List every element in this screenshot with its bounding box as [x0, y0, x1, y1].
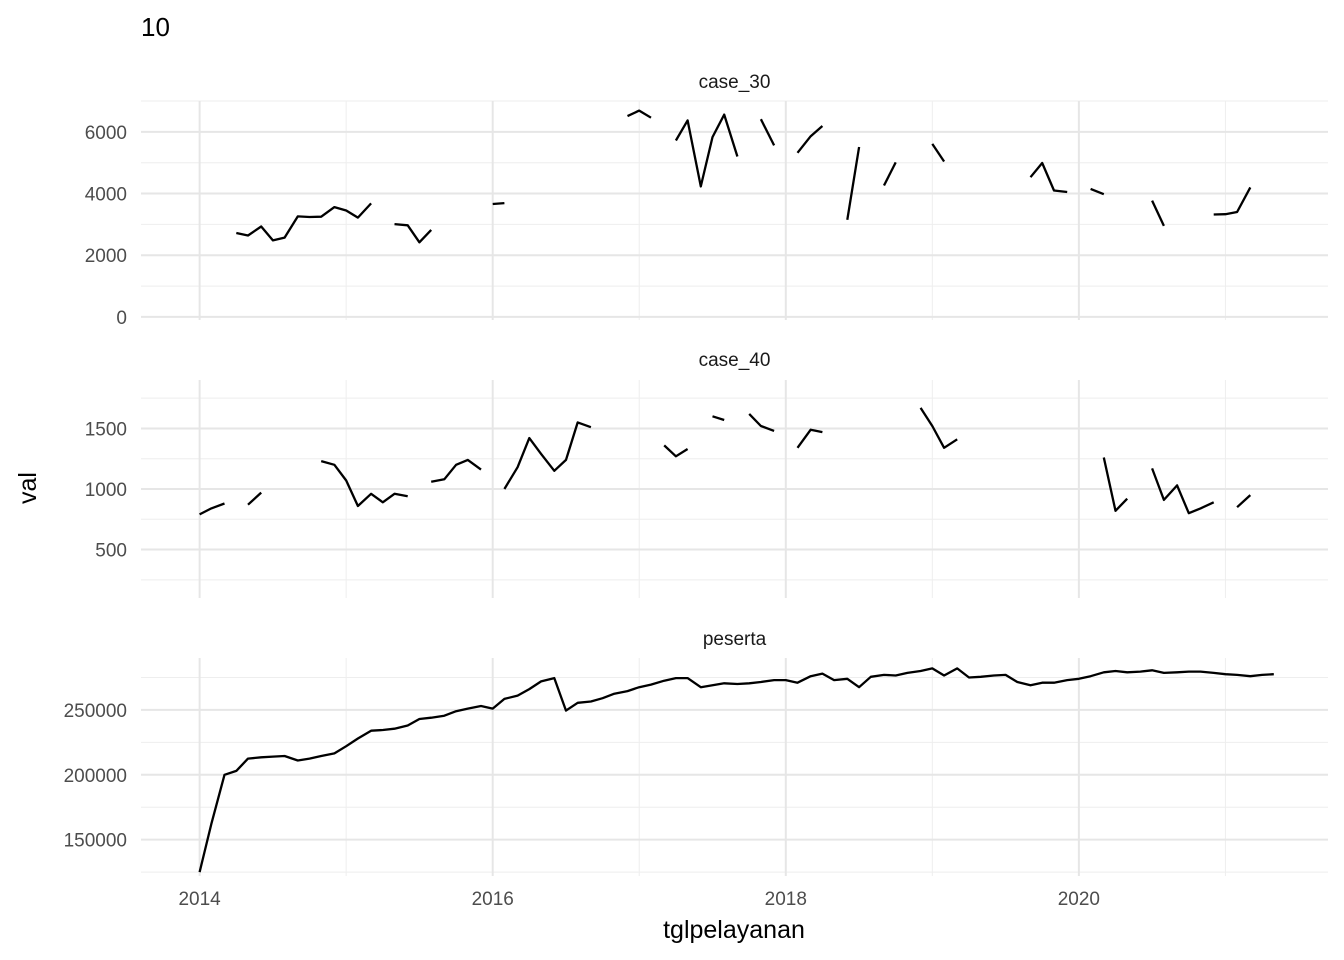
x-tick-label: 2018: [765, 889, 807, 910]
series-line-case_30: [882, 161, 897, 187]
series-line-case_30: [1151, 200, 1165, 227]
y-tick-label: 6000: [85, 123, 127, 144]
series-line-case_40: [748, 413, 775, 432]
y-tick-label: 1500: [85, 419, 127, 440]
series-line-case_40: [430, 458, 482, 483]
panel-peserta: peserta 150000 200000 250000: [64, 629, 1328, 876]
series-line-case_30: [627, 109, 652, 119]
series-line-case_40: [1102, 457, 1129, 512]
series-line-case_30: [846, 146, 861, 220]
x-tick-label: 2014: [178, 889, 221, 910]
x-axis: 2014 2016 2018 2020: [178, 889, 1100, 910]
series-line-case_40: [712, 415, 725, 422]
series-line-case_30: [1213, 186, 1252, 216]
series-line-case_30: [1029, 161, 1068, 194]
series-line-case_40: [1236, 494, 1252, 509]
series-line-case_40: [503, 421, 592, 490]
series-line-case_40: [247, 491, 262, 506]
series-line-case_30: [394, 222, 433, 244]
strip-label: case_30: [699, 72, 771, 93]
series-line-case_40: [796, 428, 823, 449]
series-line-case_30: [492, 201, 505, 206]
series-line-case_40: [919, 407, 958, 449]
y-tick-label: 250000: [64, 701, 127, 722]
series-line-case_40: [320, 459, 408, 508]
series-line-case_30: [674, 113, 739, 188]
panel-case_40: case_40 500 1000 1500: [85, 350, 1328, 598]
series-line-case_40: [1151, 467, 1215, 515]
x-tick-label: 2016: [472, 889, 514, 910]
strip-label: peserta: [703, 629, 767, 650]
y-tick-label: 4000: [85, 185, 127, 206]
series-line-case_30: [759, 118, 776, 146]
y-tick-label: 150000: [64, 831, 127, 852]
series-line-case_30: [796, 125, 824, 154]
panel-case_30: case_30 0 2000 4000 6000: [85, 72, 1328, 329]
plot-title: 10: [141, 12, 170, 42]
y-tick-label: 500: [95, 541, 127, 562]
y-axis-title: val: [14, 472, 42, 504]
series-line-case_40: [663, 444, 689, 458]
series-line-case_30: [236, 202, 372, 242]
strip-label: case_40: [699, 350, 771, 371]
facet-panels: case_30 0 2000 4000 6000 case_40 500 1000 1500 pe…: [64, 72, 1328, 876]
y-tick-label: 0: [116, 308, 127, 329]
series-line-case_30: [1090, 187, 1105, 196]
y-tick-label: 2000: [85, 246, 127, 267]
x-tick-label: 2020: [1058, 889, 1100, 910]
series-line-case_30: [931, 143, 946, 163]
series-line-case_40: [199, 502, 225, 516]
x-axis-title: tglpelayanan: [663, 916, 805, 944]
y-tick-label: 200000: [64, 766, 127, 787]
series-line-peserta: [198, 667, 1274, 873]
y-tick-label: 1000: [85, 480, 127, 501]
